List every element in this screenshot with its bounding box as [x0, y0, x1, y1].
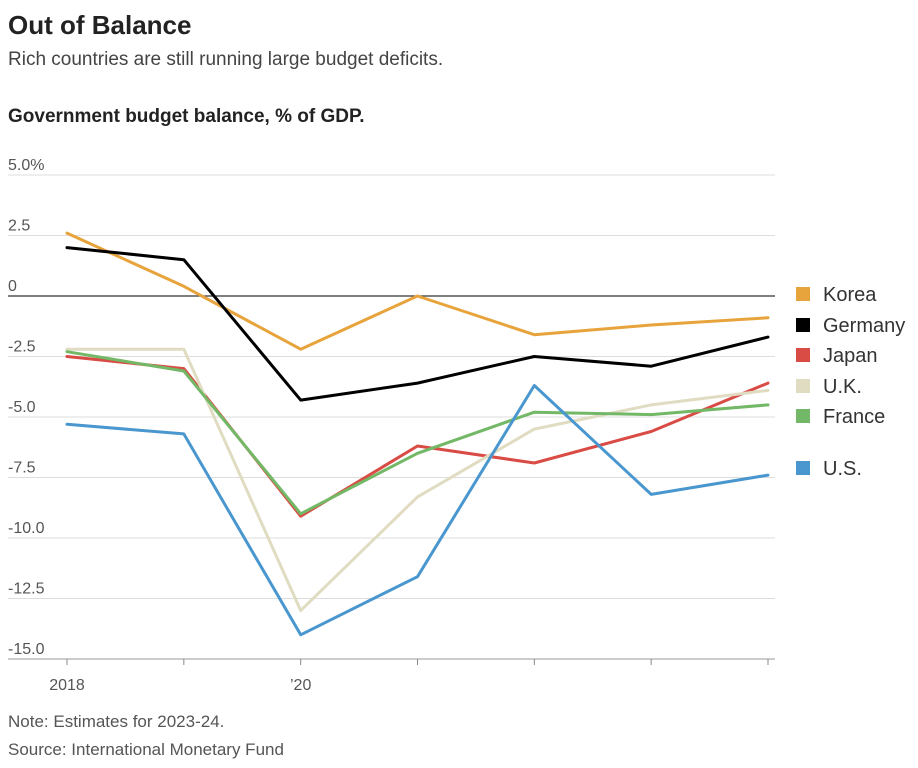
- legend-item: Japan: [796, 345, 878, 368]
- x-tick-label: 2018: [49, 677, 85, 694]
- series-line-korea: [65, 231, 770, 351]
- legend-swatch: [796, 408, 810, 423]
- legend-item: Germany: [796, 315, 905, 338]
- legend-label: U.S.: [823, 458, 862, 480]
- series-line-france: [65, 350, 770, 516]
- series-line-u-k: [65, 347, 770, 613]
- legend-swatch: [796, 286, 810, 301]
- y-tick-label: -15.0: [8, 641, 45, 658]
- x-tick-label: ’20: [290, 677, 311, 694]
- y-tick-label: 5.0%: [8, 157, 44, 174]
- legend-label: Japan: [823, 345, 878, 367]
- y-tick-labels: 5.0% 2.5 0 -2.5 -5.0 -7.5 -10.0 -12.5 -15.0: [8, 157, 45, 658]
- chart-heading: Government budget balance, % of GDP.: [8, 106, 365, 127]
- series-line-germany: [65, 246, 770, 402]
- legend-swatch: [796, 378, 810, 393]
- legend-label: Germany: [823, 315, 906, 337]
- legend-item: U.S.: [796, 458, 862, 481]
- legend-label: France: [823, 406, 886, 428]
- chart-title: Out of Balance: [8, 10, 192, 40]
- legend-item: Korea: [796, 284, 876, 307]
- legend-item: U.K.: [796, 376, 862, 399]
- legend-item: France: [796, 406, 885, 429]
- series-lines: [65, 231, 770, 637]
- legend-label: Korea: [823, 284, 877, 306]
- y-tick-label: -7.5: [8, 460, 36, 477]
- y-tick-label: 0: [8, 278, 17, 295]
- line-chart: 5.0% 2.5 0 -2.5 -5.0 -7.5 -10.0 -12.5 -15.0 2018…: [8, 157, 775, 694]
- grid-layer: [8, 174, 775, 660]
- legend-label: U.K.: [823, 376, 862, 398]
- y-tick-label: -2.5: [8, 339, 36, 356]
- y-tick-label: -10.0: [8, 520, 45, 537]
- y-tick-label: -12.5: [8, 581, 45, 598]
- legend-swatch: [796, 317, 810, 332]
- source: Source: International Monetary Fund: [8, 740, 284, 759]
- legend-swatch: [796, 460, 810, 475]
- x-axis: 2018 ’20: [49, 659, 769, 694]
- y-tick-label: 2.5: [8, 218, 30, 235]
- legend-swatch: [796, 347, 810, 362]
- note: Note: Estimates for 2023-24.: [8, 712, 225, 731]
- chart-subtitle: Rich countries are still running large b…: [8, 49, 444, 70]
- series-line-u-s: [65, 384, 770, 637]
- y-tick-label: -5.0: [8, 399, 36, 416]
- series-line-japan: [65, 355, 770, 518]
